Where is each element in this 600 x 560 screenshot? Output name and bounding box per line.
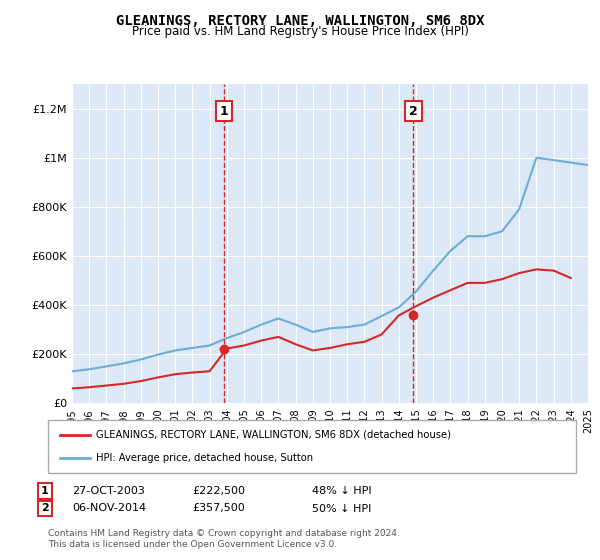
Text: £357,500: £357,500 bbox=[192, 503, 245, 514]
Text: 1: 1 bbox=[220, 105, 228, 118]
Text: GLEANINGS, RECTORY LANE, WALLINGTON, SM6 8DX (detached house): GLEANINGS, RECTORY LANE, WALLINGTON, SM6… bbox=[96, 430, 451, 440]
Text: 50% ↓ HPI: 50% ↓ HPI bbox=[312, 503, 371, 514]
Text: 06-NOV-2014: 06-NOV-2014 bbox=[72, 503, 146, 514]
Text: 27-OCT-2003: 27-OCT-2003 bbox=[72, 486, 145, 496]
Text: GLEANINGS, RECTORY LANE, WALLINGTON, SM6 8DX: GLEANINGS, RECTORY LANE, WALLINGTON, SM6… bbox=[116, 14, 484, 28]
Text: £222,500: £222,500 bbox=[192, 486, 245, 496]
Text: HPI: Average price, detached house, Sutton: HPI: Average price, detached house, Sutt… bbox=[96, 453, 313, 463]
Text: 1: 1 bbox=[41, 486, 49, 496]
Text: 2: 2 bbox=[41, 503, 49, 514]
Text: Contains HM Land Registry data © Crown copyright and database right 2024.
This d: Contains HM Land Registry data © Crown c… bbox=[48, 529, 400, 549]
Text: 2: 2 bbox=[409, 105, 418, 118]
Text: Price paid vs. HM Land Registry's House Price Index (HPI): Price paid vs. HM Land Registry's House … bbox=[131, 25, 469, 38]
Text: 48% ↓ HPI: 48% ↓ HPI bbox=[312, 486, 371, 496]
